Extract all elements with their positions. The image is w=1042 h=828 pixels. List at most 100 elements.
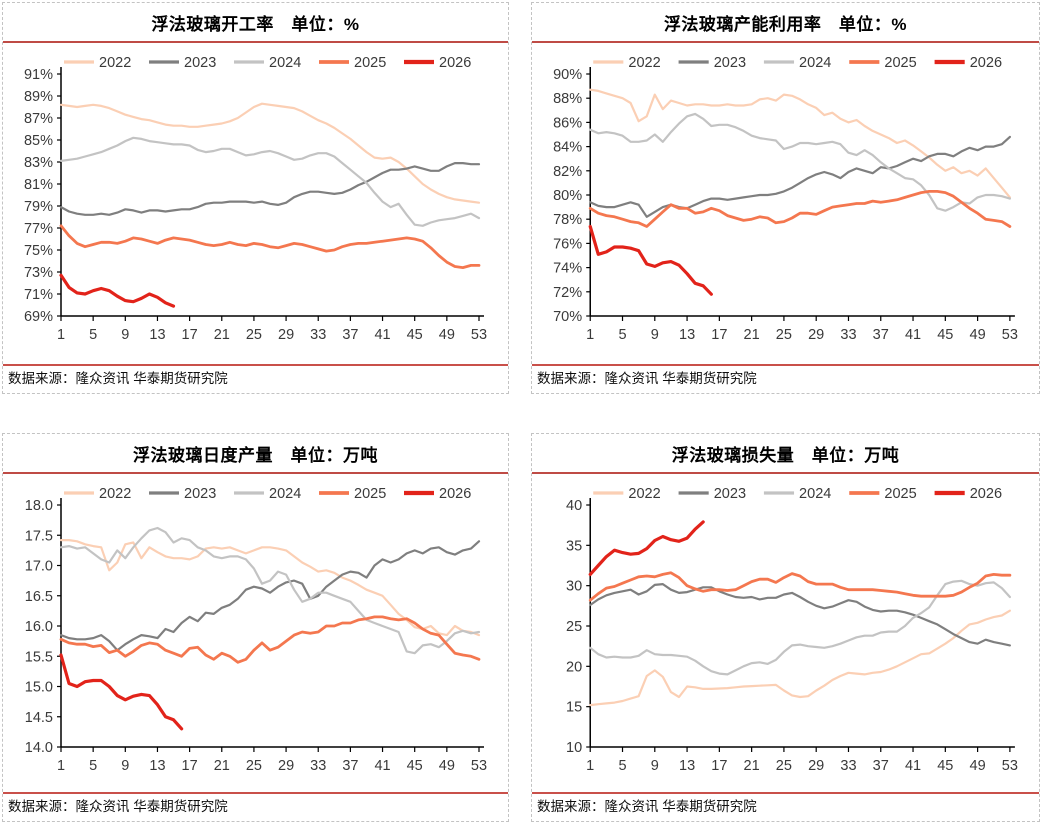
y-tick-label: 86% <box>553 115 582 131</box>
legend-label-2022: 2022 <box>628 55 660 71</box>
x-tick-label: 53 <box>471 327 487 343</box>
y-tick-label: 35 <box>566 538 582 554</box>
x-tick-label: 49 <box>970 758 986 774</box>
series-2023 <box>59 161 481 216</box>
series-2023 <box>589 135 1011 218</box>
chart-title: 浮法玻璃损失量 单位：万吨 <box>671 446 900 465</box>
x-tick-label: 37 <box>342 758 358 774</box>
y-tick-label: 74% <box>553 261 582 277</box>
series-2023 <box>59 540 481 652</box>
legend-label-2025: 2025 <box>354 55 386 71</box>
series-2025 <box>588 189 1012 228</box>
x-tick-label: 9 <box>121 758 129 774</box>
x-tick-label: 33 <box>310 758 326 774</box>
legend-item-2025: 2025 <box>849 486 917 502</box>
x-tick-label: 29 <box>278 758 294 774</box>
legend-item-2025: 2025 <box>319 55 386 71</box>
y-tick-label: 91% <box>24 67 53 83</box>
y-tick-label: 69% <box>24 309 53 325</box>
y-tick-label: 72% <box>553 285 582 301</box>
series-2026 <box>588 224 713 296</box>
series-2022 <box>589 88 1011 199</box>
y-tick-label: 17.0 <box>25 559 53 575</box>
source-note: 数据来源：隆众资讯 华泰期货研究院 <box>8 799 228 814</box>
legend-item-2023: 2023 <box>149 486 216 502</box>
y-tick-label: 14.5 <box>25 710 53 726</box>
y-tick-label: 75% <box>24 243 53 259</box>
y-tick-label: 15 <box>566 700 582 716</box>
y-tick-label: 88% <box>553 91 582 107</box>
x-tick-label: 21 <box>744 327 760 343</box>
y-tick-label: 77% <box>24 221 53 237</box>
x-tick-label: 25 <box>776 327 792 343</box>
x-tick-label: 1 <box>586 758 594 774</box>
x-tick-label: 9 <box>121 327 129 343</box>
legend-item-2026: 2026 <box>934 55 1002 71</box>
x-tick-label: 53 <box>1002 327 1018 343</box>
x-tick-label: 21 <box>744 758 760 774</box>
legend-label-2023: 2023 <box>184 55 216 71</box>
legend-label-2022: 2022 <box>628 486 660 502</box>
x-tick-label: 41 <box>374 758 390 774</box>
x-tick-label: 13 <box>149 758 165 774</box>
legend-label-2022: 2022 <box>99 55 131 71</box>
chart-capacity-utilization: 2022 2023 2024 2025 2026 90% 88% 86% 84% 82% 80% 78… <box>553 55 1018 343</box>
x-tick-label: 45 <box>407 327 423 343</box>
x-tick-label: 17 <box>711 327 727 343</box>
x-tick-label: 13 <box>149 327 165 343</box>
x-tick-label: 5 <box>89 758 97 774</box>
y-tick-label: 30 <box>566 579 582 595</box>
legend-label-2024: 2024 <box>269 55 301 71</box>
legend-item-2025: 2025 <box>849 55 917 71</box>
y-tick-label: 81% <box>24 177 53 193</box>
y-tick-label: 71% <box>24 287 53 303</box>
x-tick-label: 33 <box>840 758 856 774</box>
x-tick-label: 29 <box>278 327 294 343</box>
footer-rule <box>532 792 1039 794</box>
x-tick-label: 49 <box>970 327 986 343</box>
legend-label-2025: 2025 <box>884 55 916 71</box>
legend-label-2026: 2026 <box>970 486 1002 502</box>
x-tick-label: 41 <box>905 327 921 343</box>
y-tick-label: 78% <box>553 212 582 228</box>
y-tick-label: 15.0 <box>25 680 53 696</box>
x-tick-label: 5 <box>89 327 97 343</box>
legend-item-2024: 2024 <box>234 55 301 71</box>
x-tick-label: 17 <box>711 758 727 774</box>
y-tick-label: 14.0 <box>25 740 53 756</box>
legend-label-2026: 2026 <box>439 486 471 502</box>
x-tick-label: 49 <box>439 327 455 343</box>
x-tick-label: 33 <box>840 327 856 343</box>
y-tick-label: 90% <box>553 67 582 83</box>
series-2022 <box>589 609 1011 707</box>
legend-label-2025: 2025 <box>354 486 386 502</box>
y-tick-label: 16.0 <box>25 619 53 635</box>
x-tick-label: 37 <box>342 327 358 343</box>
x-tick-label: 45 <box>937 327 953 343</box>
legend-label-2023: 2023 <box>714 486 746 502</box>
legend-label-2026: 2026 <box>439 55 471 71</box>
y-tick-label: 10 <box>566 740 582 756</box>
x-tick-label: 29 <box>808 758 824 774</box>
legend-item-2022: 2022 <box>593 486 661 502</box>
y-tick-label: 73% <box>24 265 53 281</box>
legend-item-2024: 2024 <box>234 486 301 502</box>
series-2025 <box>588 571 1012 602</box>
series-2023 <box>589 582 1011 647</box>
legend-item-2022: 2022 <box>64 486 131 502</box>
footer-rule <box>532 364 1039 366</box>
legend-item-2023: 2023 <box>678 55 746 71</box>
panel-loss-volume: 浮法玻璃损失量 单位：万吨 2022 2023 2024 2025 2026 40 35 30… <box>531 433 1040 822</box>
x-tick-label: 53 <box>1002 758 1018 774</box>
legend-item-2023: 2023 <box>149 55 216 71</box>
y-tick-label: 80% <box>553 188 582 204</box>
y-tick-label: 79% <box>24 199 53 215</box>
panel-operating-rate: 浮法玻璃开工率 单位：% 2022 2023 2024 2025 2026 91% 89% 8… <box>2 2 509 394</box>
y-tick-label: 89% <box>24 89 53 105</box>
title-rule <box>532 41 1039 43</box>
panel-capacity-utilization: 浮法玻璃产能利用率 单位：% 2022 2023 2024 2025 2026 90% 88… <box>531 2 1040 394</box>
x-tick-label: 21 <box>214 327 230 343</box>
series-2022 <box>59 102 481 204</box>
series-2026 <box>59 653 184 731</box>
